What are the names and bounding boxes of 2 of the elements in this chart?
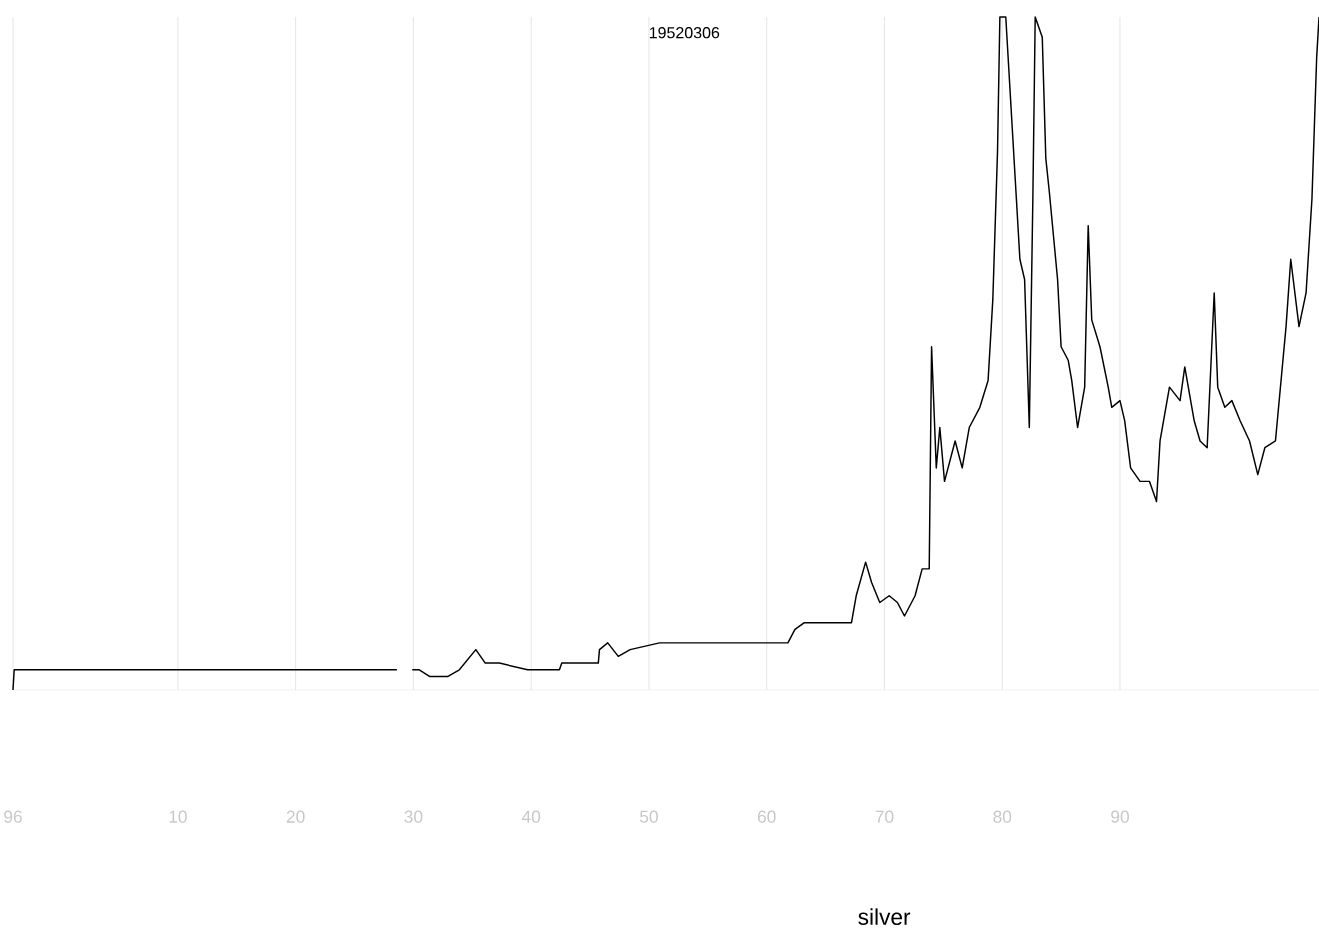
chart-title: 19520306 <box>649 27 720 39</box>
x-axis-title: silver <box>858 908 911 925</box>
